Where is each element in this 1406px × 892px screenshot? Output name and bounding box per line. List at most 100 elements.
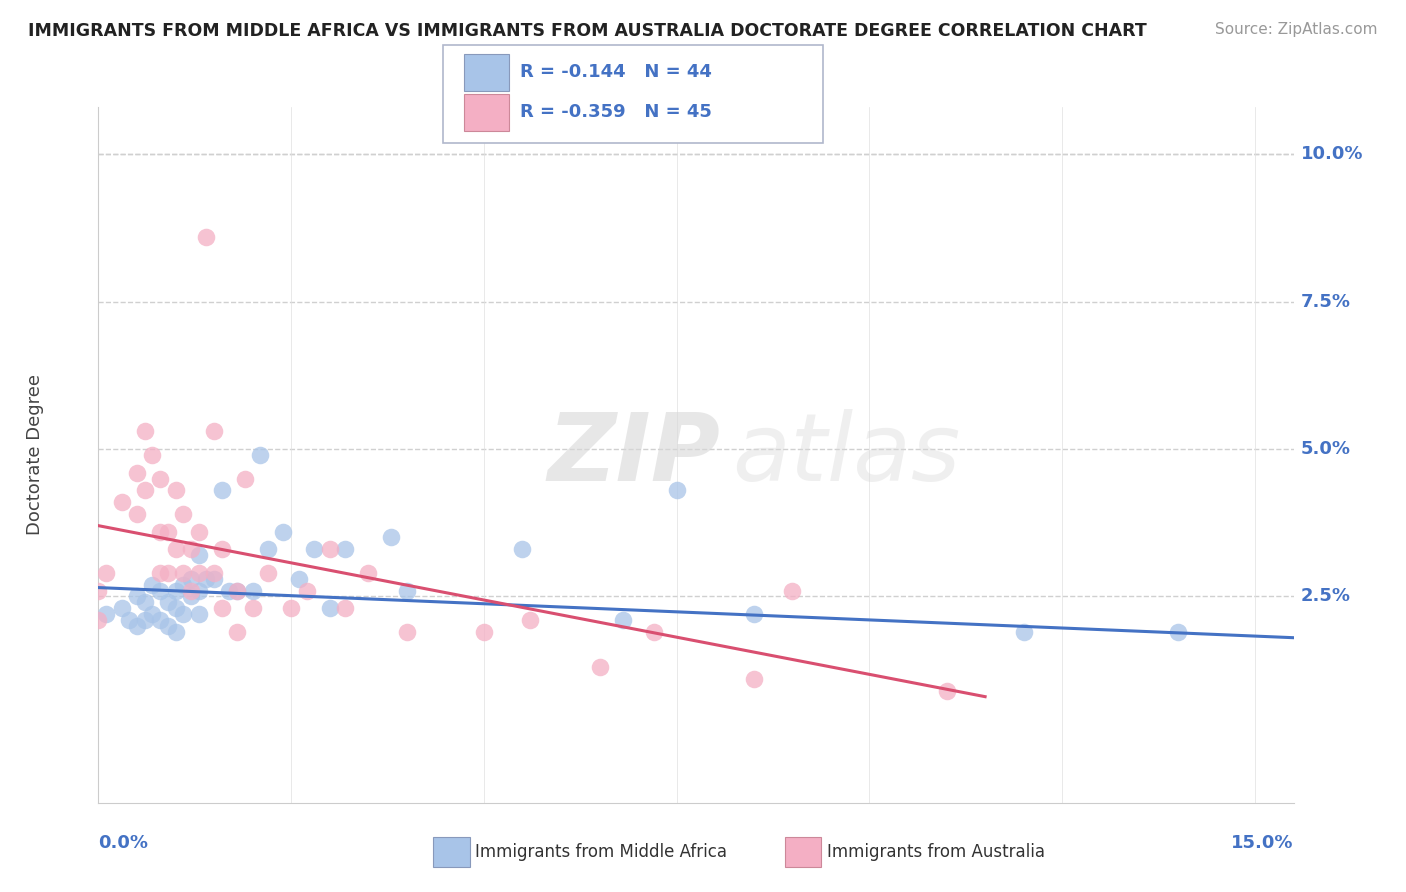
Text: atlas: atlas bbox=[733, 409, 960, 500]
Point bbox=[87, 613, 110, 627]
Point bbox=[242, 583, 264, 598]
Text: Immigrants from Australia: Immigrants from Australia bbox=[827, 843, 1045, 861]
Point bbox=[195, 572, 218, 586]
Point bbox=[288, 572, 311, 586]
Point bbox=[280, 601, 302, 615]
Point bbox=[257, 566, 280, 580]
Point bbox=[125, 619, 148, 633]
Point bbox=[149, 471, 172, 485]
Point bbox=[172, 607, 194, 621]
Point bbox=[1012, 624, 1035, 639]
Point bbox=[180, 590, 202, 604]
Text: ZIP: ZIP bbox=[547, 409, 720, 501]
Point bbox=[249, 448, 271, 462]
Point bbox=[149, 524, 172, 539]
Point bbox=[87, 583, 110, 598]
Point bbox=[149, 566, 172, 580]
Text: R = -0.144   N = 44: R = -0.144 N = 44 bbox=[520, 63, 711, 81]
Point bbox=[233, 471, 256, 485]
Point bbox=[187, 583, 209, 598]
Point bbox=[187, 524, 209, 539]
Text: IMMIGRANTS FROM MIDDLE AFRICA VS IMMIGRANTS FROM AUSTRALIA DOCTORATE DEGREE CORR: IMMIGRANTS FROM MIDDLE AFRICA VS IMMIGRA… bbox=[28, 22, 1147, 40]
Point bbox=[165, 583, 187, 598]
Point bbox=[110, 601, 132, 615]
Point bbox=[319, 601, 342, 615]
Point bbox=[226, 583, 249, 598]
Point bbox=[165, 542, 187, 557]
Point bbox=[257, 542, 280, 557]
Point bbox=[125, 466, 148, 480]
Point bbox=[319, 542, 342, 557]
Point bbox=[187, 566, 209, 580]
Point bbox=[665, 483, 688, 498]
Point bbox=[202, 425, 225, 439]
Point bbox=[588, 660, 610, 674]
Point bbox=[512, 542, 534, 557]
Text: R = -0.359   N = 45: R = -0.359 N = 45 bbox=[520, 103, 711, 121]
Point bbox=[180, 572, 202, 586]
Point bbox=[742, 607, 765, 621]
Point bbox=[395, 624, 418, 639]
Point bbox=[333, 542, 356, 557]
Point bbox=[782, 583, 804, 598]
Point bbox=[110, 495, 132, 509]
Point bbox=[134, 613, 156, 627]
Point bbox=[211, 483, 233, 498]
Point bbox=[187, 607, 209, 621]
Point bbox=[156, 524, 179, 539]
Point bbox=[156, 595, 179, 609]
Point bbox=[141, 607, 163, 621]
Point bbox=[172, 566, 194, 580]
Point bbox=[202, 566, 225, 580]
Point bbox=[333, 601, 356, 615]
Point bbox=[273, 524, 295, 539]
Point bbox=[165, 624, 187, 639]
Point bbox=[172, 507, 194, 521]
Text: 7.5%: 7.5% bbox=[1301, 293, 1351, 310]
Point bbox=[149, 613, 172, 627]
Point bbox=[141, 577, 163, 591]
Point bbox=[94, 607, 117, 621]
Point bbox=[94, 566, 117, 580]
Point bbox=[1167, 624, 1189, 639]
Point bbox=[472, 624, 495, 639]
Point bbox=[211, 601, 233, 615]
Point bbox=[226, 583, 249, 598]
Point bbox=[156, 566, 179, 580]
Text: 0.0%: 0.0% bbox=[98, 834, 149, 852]
Point bbox=[935, 683, 957, 698]
Text: 15.0%: 15.0% bbox=[1232, 834, 1294, 852]
Point bbox=[172, 577, 194, 591]
Text: Immigrants from Middle Africa: Immigrants from Middle Africa bbox=[475, 843, 727, 861]
Point bbox=[612, 613, 634, 627]
Point bbox=[134, 595, 156, 609]
Point bbox=[180, 542, 202, 557]
Point bbox=[134, 425, 156, 439]
Point bbox=[226, 624, 249, 639]
Point bbox=[357, 566, 380, 580]
Point bbox=[395, 583, 418, 598]
Text: 2.5%: 2.5% bbox=[1301, 588, 1351, 606]
Point bbox=[187, 548, 209, 562]
Point bbox=[125, 507, 148, 521]
Text: 5.0%: 5.0% bbox=[1301, 440, 1351, 458]
Point bbox=[118, 613, 141, 627]
Point bbox=[195, 229, 218, 244]
Point bbox=[304, 542, 326, 557]
Point bbox=[295, 583, 318, 598]
Point bbox=[165, 483, 187, 498]
Point bbox=[141, 448, 163, 462]
Point bbox=[156, 619, 179, 633]
Point bbox=[165, 601, 187, 615]
Point bbox=[742, 672, 765, 686]
Point bbox=[519, 613, 541, 627]
Text: Doctorate Degree: Doctorate Degree bbox=[27, 375, 44, 535]
Point bbox=[643, 624, 665, 639]
Point bbox=[242, 601, 264, 615]
Text: Source: ZipAtlas.com: Source: ZipAtlas.com bbox=[1215, 22, 1378, 37]
Point bbox=[149, 583, 172, 598]
Point bbox=[125, 590, 148, 604]
Point bbox=[380, 531, 402, 545]
Text: 10.0%: 10.0% bbox=[1301, 145, 1362, 163]
Point bbox=[134, 483, 156, 498]
